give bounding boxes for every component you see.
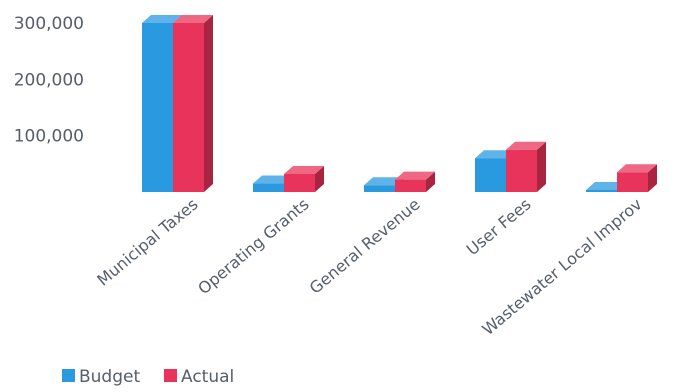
bar-top xyxy=(395,171,435,180)
legend: Budget Actual xyxy=(62,367,234,387)
bar-top xyxy=(284,165,324,174)
legend-label-actual: Actual xyxy=(181,367,234,387)
bar-front xyxy=(506,149,537,192)
bar-side xyxy=(648,164,657,192)
bar-side xyxy=(426,171,435,192)
bar-top xyxy=(586,182,626,190)
bar-top xyxy=(142,15,182,23)
y-axis-ticks: 100,000 200,000 300,000 xyxy=(14,14,84,147)
bar-top xyxy=(253,175,293,184)
bar-front xyxy=(142,23,173,192)
bar-top xyxy=(173,15,213,23)
bar-top xyxy=(617,164,657,173)
bar-front xyxy=(586,190,617,192)
bars-layer xyxy=(142,15,657,192)
legend-swatch-actual xyxy=(164,369,177,382)
bar-top xyxy=(506,141,546,150)
bar-top xyxy=(475,150,515,159)
bar-front xyxy=(475,158,506,192)
legend-label-budget: Budget xyxy=(79,367,140,387)
bar-side xyxy=(537,141,546,192)
y-tick-label: 300,000 xyxy=(14,14,84,34)
bar-front xyxy=(364,185,395,192)
bar-front xyxy=(284,173,315,192)
category-label: Operating Grants xyxy=(194,195,312,299)
bar-front xyxy=(173,23,204,192)
category-label: Municipal Taxes xyxy=(93,195,201,290)
y-tick-label: 100,000 xyxy=(14,127,84,147)
bar-side xyxy=(315,165,324,192)
category-label: User Fees xyxy=(463,195,535,260)
bar-actual xyxy=(395,171,435,192)
bar-side xyxy=(204,15,213,192)
bar-actual xyxy=(173,15,213,192)
y-tick-label: 200,000 xyxy=(14,70,84,90)
bar-front xyxy=(617,172,648,192)
bar-actual xyxy=(284,165,324,192)
bar-actual xyxy=(506,141,546,192)
bar-front xyxy=(253,183,284,192)
bar-actual xyxy=(617,164,657,192)
category-label: General Revenue xyxy=(306,195,424,298)
bar-front xyxy=(395,179,426,192)
legend-swatch-budget xyxy=(62,369,75,382)
bar-top xyxy=(364,177,404,186)
